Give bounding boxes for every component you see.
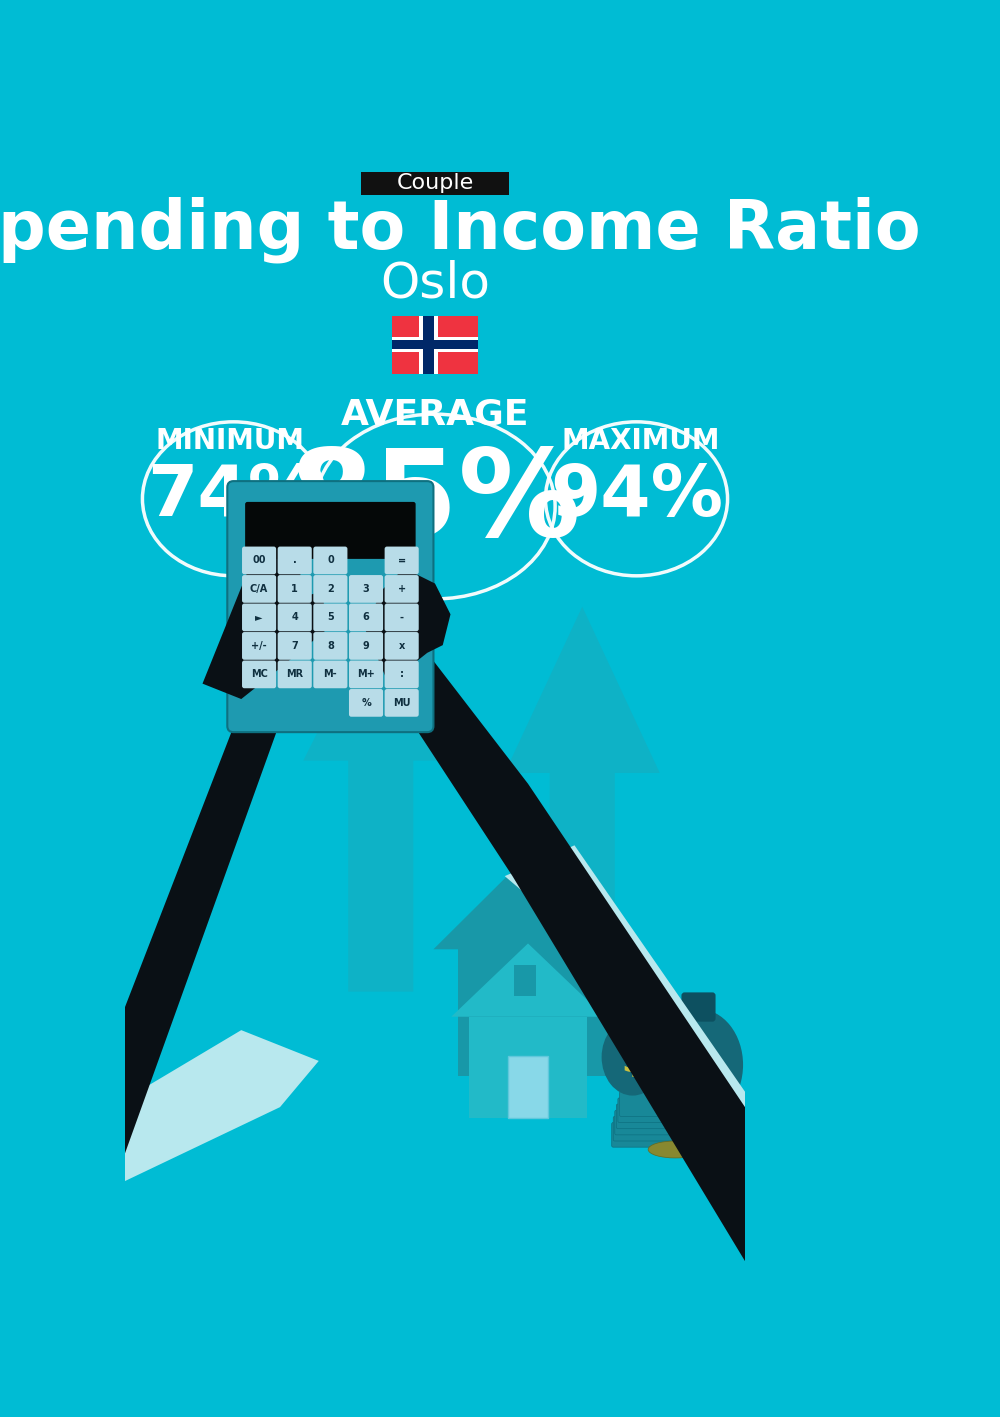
Text: 8: 8 — [327, 640, 334, 650]
FancyBboxPatch shape — [242, 660, 276, 689]
FancyBboxPatch shape — [227, 482, 433, 733]
Text: 6: 6 — [363, 612, 369, 622]
Text: MINIMUM: MINIMUM — [155, 427, 304, 455]
FancyBboxPatch shape — [458, 949, 614, 1077]
Text: $: $ — [679, 1043, 718, 1097]
FancyBboxPatch shape — [385, 547, 419, 574]
Text: MAXIMUM: MAXIMUM — [561, 427, 720, 455]
FancyBboxPatch shape — [615, 1110, 695, 1135]
Text: AVERAGE: AVERAGE — [341, 397, 529, 431]
Ellipse shape — [654, 1009, 743, 1121]
FancyBboxPatch shape — [349, 660, 383, 689]
Text: M-: M- — [324, 669, 337, 679]
FancyBboxPatch shape — [385, 632, 419, 660]
FancyBboxPatch shape — [392, 316, 478, 374]
Text: $: $ — [621, 1046, 644, 1078]
FancyBboxPatch shape — [278, 547, 312, 574]
FancyBboxPatch shape — [313, 632, 347, 660]
Text: =: = — [398, 555, 406, 565]
Text: 1: 1 — [291, 584, 298, 594]
FancyBboxPatch shape — [313, 575, 347, 602]
Ellipse shape — [602, 1019, 664, 1095]
Text: 5: 5 — [327, 612, 334, 622]
Text: M+: M+ — [357, 669, 375, 679]
Text: :: : — [400, 669, 404, 679]
FancyBboxPatch shape — [469, 1017, 587, 1118]
Polygon shape — [433, 847, 638, 949]
FancyBboxPatch shape — [349, 604, 383, 631]
FancyBboxPatch shape — [313, 604, 347, 631]
Text: 74%: 74% — [147, 462, 320, 531]
Text: 4: 4 — [291, 612, 298, 622]
FancyBboxPatch shape — [349, 689, 383, 717]
Text: MU: MU — [393, 699, 410, 708]
Polygon shape — [86, 638, 373, 1261]
FancyBboxPatch shape — [616, 1104, 697, 1129]
FancyBboxPatch shape — [385, 604, 419, 631]
FancyBboxPatch shape — [392, 337, 478, 353]
Text: 3: 3 — [363, 584, 369, 594]
FancyBboxPatch shape — [242, 575, 276, 602]
Text: Spending to Income Ratio: Spending to Income Ratio — [0, 196, 920, 262]
FancyBboxPatch shape — [385, 660, 419, 689]
FancyBboxPatch shape — [278, 575, 312, 602]
FancyBboxPatch shape — [612, 1122, 692, 1148]
Text: C/A: C/A — [250, 584, 268, 594]
FancyBboxPatch shape — [278, 660, 312, 689]
FancyBboxPatch shape — [349, 632, 383, 660]
FancyBboxPatch shape — [278, 632, 312, 660]
Text: 00: 00 — [252, 555, 266, 565]
FancyBboxPatch shape — [613, 1117, 694, 1141]
Text: 94%: 94% — [550, 462, 723, 531]
Polygon shape — [388, 653, 745, 1261]
Text: ►: ► — [255, 612, 263, 622]
Ellipse shape — [648, 1141, 702, 1158]
FancyBboxPatch shape — [385, 689, 419, 717]
FancyBboxPatch shape — [618, 1098, 698, 1122]
Text: MR: MR — [286, 669, 303, 679]
Text: x: x — [399, 640, 405, 650]
Text: 9: 9 — [363, 640, 369, 650]
FancyBboxPatch shape — [242, 632, 276, 660]
FancyBboxPatch shape — [245, 502, 416, 558]
FancyBboxPatch shape — [423, 316, 434, 374]
Text: 0: 0 — [327, 555, 334, 565]
FancyBboxPatch shape — [278, 604, 312, 631]
FancyBboxPatch shape — [313, 547, 347, 574]
Text: .: . — [293, 555, 297, 565]
FancyBboxPatch shape — [508, 1056, 548, 1118]
FancyBboxPatch shape — [349, 575, 383, 602]
Polygon shape — [303, 606, 458, 992]
FancyBboxPatch shape — [681, 992, 716, 1022]
Text: Couple: Couple — [396, 173, 474, 193]
Polygon shape — [86, 1030, 319, 1200]
Polygon shape — [505, 606, 660, 1023]
Text: 85%: 85% — [289, 444, 581, 561]
Polygon shape — [451, 944, 605, 1017]
Text: +: + — [398, 584, 406, 594]
Text: Oslo: Oslo — [380, 259, 490, 307]
Polygon shape — [505, 846, 745, 1214]
FancyBboxPatch shape — [619, 1091, 700, 1117]
Polygon shape — [202, 530, 326, 699]
FancyBboxPatch shape — [242, 547, 276, 574]
Polygon shape — [365, 568, 450, 683]
FancyBboxPatch shape — [385, 575, 419, 602]
Text: -: - — [400, 612, 404, 622]
FancyBboxPatch shape — [514, 965, 536, 996]
FancyBboxPatch shape — [419, 316, 438, 374]
Text: 2: 2 — [327, 584, 334, 594]
FancyBboxPatch shape — [361, 171, 509, 194]
FancyBboxPatch shape — [313, 660, 347, 689]
FancyBboxPatch shape — [619, 1005, 647, 1029]
Text: MC: MC — [251, 669, 268, 679]
Text: +/-: +/- — [251, 640, 267, 650]
FancyBboxPatch shape — [392, 340, 478, 349]
Text: %: % — [361, 699, 371, 708]
Text: 7: 7 — [291, 640, 298, 650]
FancyBboxPatch shape — [242, 604, 276, 631]
